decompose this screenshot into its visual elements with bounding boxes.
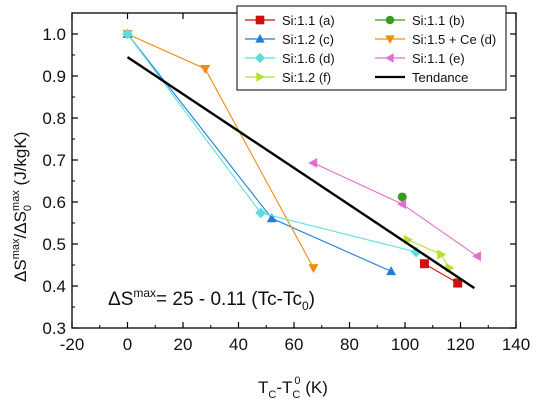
data-point: [266, 213, 277, 223]
data-point: [255, 207, 267, 219]
series-line: [313, 162, 478, 257]
x-tick-label: 120: [446, 335, 474, 354]
data-point: [308, 264, 319, 274]
series-6: [403, 234, 455, 273]
data-point: [308, 157, 318, 168]
data-point: [397, 192, 407, 202]
y-tick-label: 1.0: [42, 25, 66, 44]
legend-label: Si:1.1 (e): [412, 51, 465, 66]
legend-box: [236, 5, 507, 91]
legend-label: Si:1.6 (d): [282, 51, 335, 66]
trend-line: [126, 56, 476, 290]
legend-marker: [254, 52, 266, 64]
legend-marker: [255, 15, 265, 25]
legend-marker: [385, 35, 395, 44]
legend-marker: [256, 72, 265, 82]
data-point: [122, 28, 133, 40]
legend-label: Si:1.2 (c): [282, 32, 334, 47]
series-4: [122, 28, 422, 258]
y-tick-label: 0.3: [42, 319, 66, 338]
series-layer: [122, 28, 481, 290]
data-point: [437, 249, 447, 260]
legend-marker: [385, 15, 395, 25]
legend-label: Si:1.2 (f): [282, 70, 331, 85]
series-5: [308, 157, 481, 262]
legend-label: Si:1.5 + Ce (d): [412, 32, 496, 47]
x-tick-label: 80: [340, 335, 359, 354]
y-tick-label: 0.5: [42, 235, 66, 254]
series-0: [419, 259, 463, 288]
data-point: [200, 65, 211, 75]
x-tick-label: 0: [123, 335, 132, 354]
data-point: [453, 278, 463, 288]
x-tick-label: 60: [285, 335, 304, 354]
data-point: [471, 251, 481, 262]
annotation-equation: ΔSmax= 25 - 0.11 (Tc-Tc0): [108, 286, 315, 313]
legend-items: Si:1.1 (a) Si:1.1 (b) Si:1.2 (c) Si:1.5 + C…: [245, 13, 496, 85]
data-point: [386, 266, 397, 276]
series-line: [424, 263, 459, 284]
y-tick-label: 0.4: [42, 277, 66, 296]
series-7: [126, 56, 476, 290]
legend-marker: [255, 34, 265, 43]
x-axis-label: TC-TC0 (K): [258, 375, 328, 401]
legend-label: Si:1.1 (b): [412, 13, 465, 28]
legend-label: Tendance: [412, 70, 468, 85]
x-tick-label: 40: [229, 335, 248, 354]
x-tick-label: 20: [174, 335, 193, 354]
legend-label: Si:1.1 (a): [282, 13, 335, 28]
data-point: [397, 199, 407, 210]
y-tick-label: 0.7: [42, 151, 66, 170]
y-tick-label: 0.9: [42, 67, 66, 86]
legend-marker: [385, 53, 394, 63]
x-tick-label: 140: [502, 335, 530, 354]
legend: Si:1.1 (a) Si:1.1 (b) Si:1.2 (c) Si:1.5 + C…: [236, 5, 507, 91]
x-tick-label: -20: [60, 335, 85, 354]
x-tick-label: 100: [391, 335, 419, 354]
data-point: [419, 259, 429, 269]
tick-labels: -20 0 20 40 60 80 100 120 140 0.3 0.4 0.5 0.6 0.7 0.8 0…: [42, 25, 530, 354]
y-axis-label: ΔSmax/ΔS0max (J/kgK): [10, 132, 34, 282]
y-tick-label: 0.6: [42, 193, 66, 212]
series-1: [397, 192, 407, 202]
data-point: [410, 246, 422, 258]
y-tick-label: 0.8: [42, 109, 66, 128]
